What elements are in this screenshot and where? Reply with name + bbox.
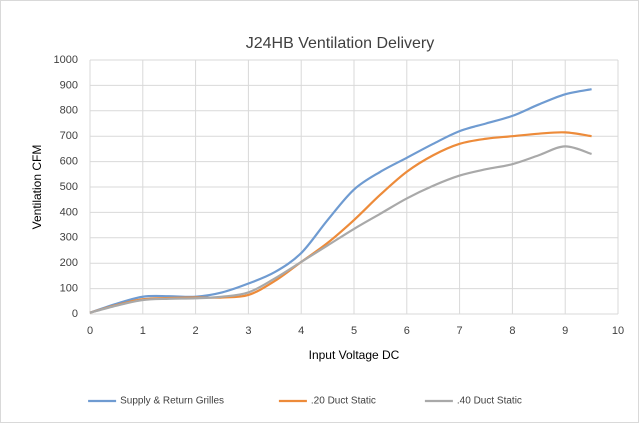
x-tick-label: 6 — [404, 325, 410, 337]
legend-label: .20 Duct Static — [311, 396, 376, 407]
chart-title: J24HB Ventilation Delivery — [246, 35, 435, 52]
legend-label: Supply & Return Grilles — [120, 396, 224, 407]
y-tick-label: 200 — [60, 257, 78, 269]
x-tick-label: 1 — [140, 325, 146, 337]
series-line — [89, 145, 592, 314]
x-tick-label: 2 — [193, 325, 199, 337]
x-tick-label: 5 — [351, 325, 357, 337]
x-tick-label: 3 — [245, 325, 251, 337]
x-tick-label: 10 — [612, 325, 624, 337]
y-tick-label: 400 — [60, 206, 78, 218]
y-tick-label: 700 — [60, 130, 78, 142]
x-tick-label: 4 — [298, 325, 304, 337]
series-line — [89, 88, 592, 314]
y-tick-label: 300 — [60, 232, 78, 244]
y-tick-label: 1000 — [54, 54, 78, 66]
x-tick-label: 8 — [509, 325, 515, 337]
y-axis-label: Ventilation CFM — [30, 145, 44, 230]
x-tick-label: 0 — [87, 325, 93, 337]
x-tick-label: 9 — [562, 325, 568, 337]
legend-label: .40 Duct Static — [457, 396, 522, 407]
x-axis-label: Input Voltage DC — [309, 348, 400, 362]
y-tick-label: 0 — [72, 308, 78, 320]
y-tick-label: 100 — [60, 283, 78, 295]
y-tick-label: 800 — [60, 105, 78, 117]
y-tick-label: 900 — [60, 79, 78, 91]
x-tick-label: 7 — [457, 325, 463, 337]
y-tick-label: 500 — [60, 181, 78, 193]
y-tick-label: 600 — [60, 156, 78, 168]
